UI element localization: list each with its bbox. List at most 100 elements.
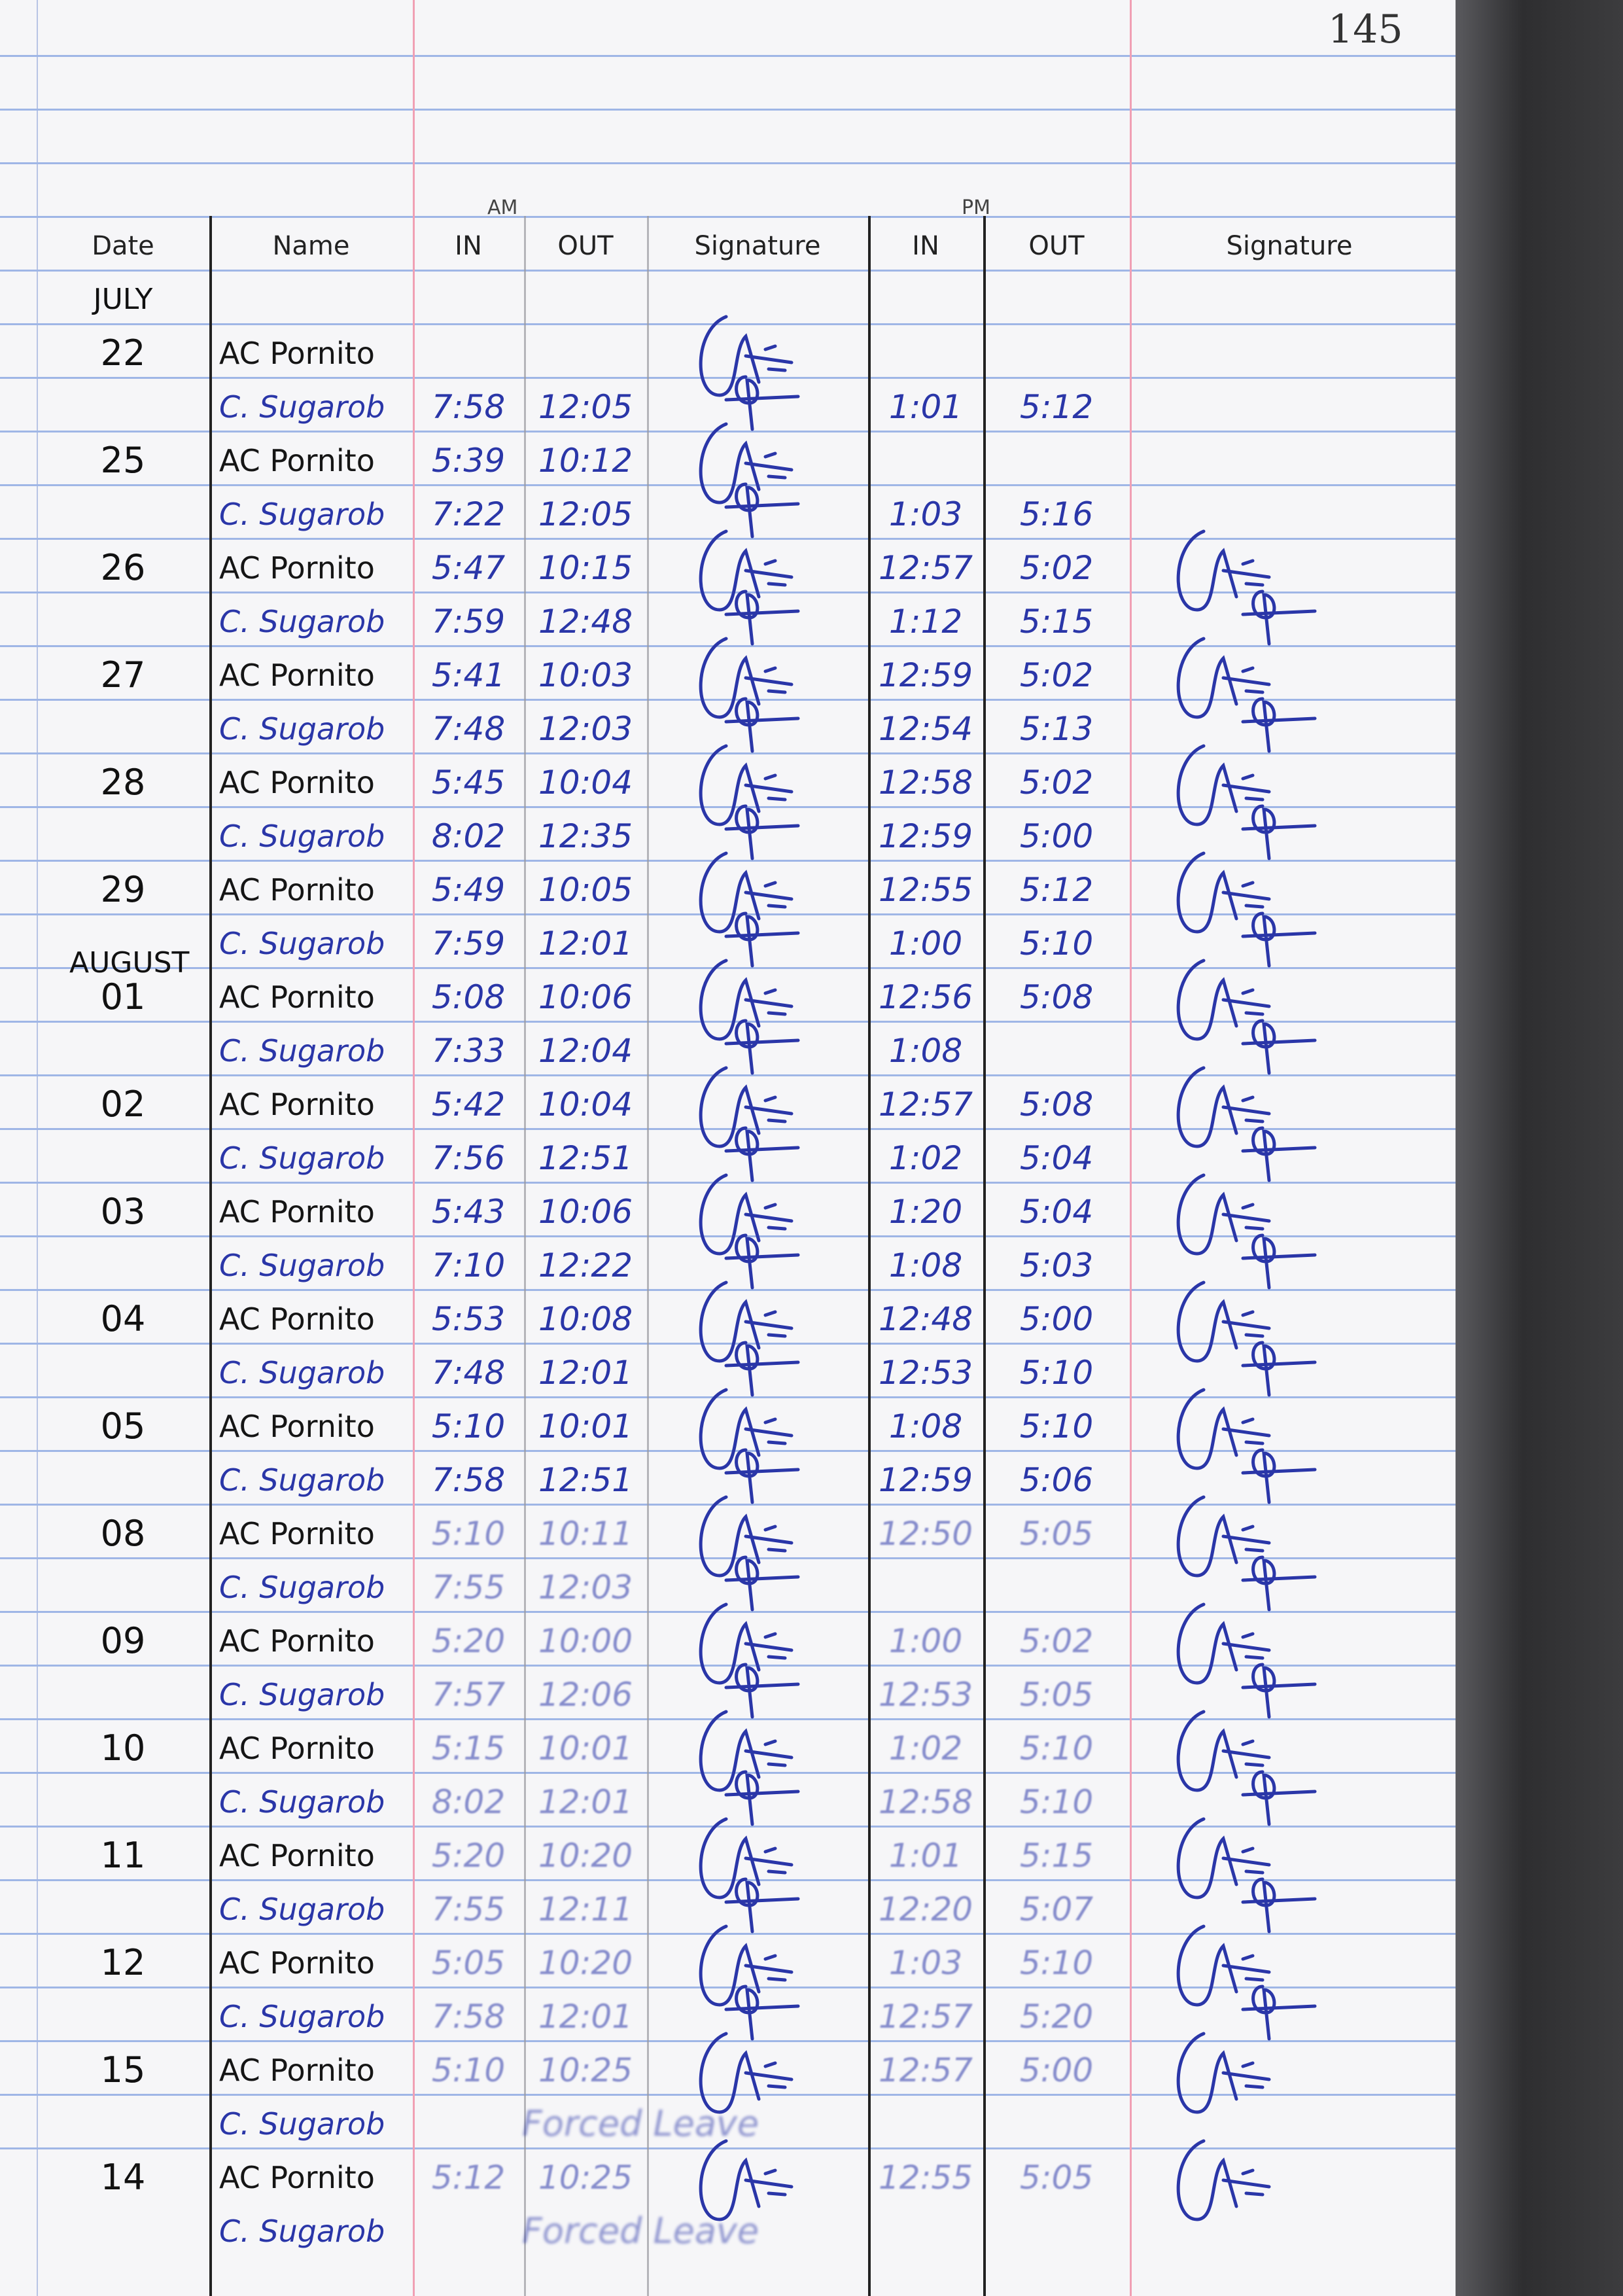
time-pm-out: 5:07 bbox=[1019, 1890, 1094, 1928]
time-am-out: 10:04 bbox=[538, 1086, 633, 1123]
time-pm-in: 1:02 bbox=[888, 1729, 963, 1767]
signature-mark bbox=[1176, 2032, 1271, 2114]
employee-name: AC Pornito bbox=[219, 1301, 375, 1337]
signature-mark bbox=[699, 1817, 794, 1899]
entry-date: 09 bbox=[100, 1620, 146, 1661]
ruled-line bbox=[0, 1074, 1456, 1076]
time-am-in: 5:43 bbox=[431, 1193, 506, 1231]
ruled-line bbox=[0, 1718, 1456, 1720]
time-pm-in: 1:01 bbox=[888, 1837, 963, 1875]
time-pm-in bbox=[868, 1557, 983, 1611]
time-am-out: 10:20 bbox=[538, 1944, 633, 1982]
employee-name: AC Pornito bbox=[219, 765, 375, 800]
pm-label: PM bbox=[962, 196, 990, 219]
time-pm-in: 12:53 bbox=[878, 1354, 973, 1392]
time-pm-out: 5:05 bbox=[1019, 2159, 1094, 2197]
ruled-line bbox=[0, 1665, 1456, 1667]
ruled-line bbox=[0, 699, 1456, 701]
time-am-out: 10:06 bbox=[538, 1193, 633, 1231]
time-pm-out: 5:00 bbox=[1019, 2051, 1094, 2089]
signature-mark bbox=[699, 1066, 794, 1148]
signature-mark bbox=[1241, 1985, 1317, 2041]
time-am-in: 7:58 bbox=[431, 388, 506, 426]
time-am-in: 5:20 bbox=[431, 1622, 506, 1660]
time-am-in: 7:59 bbox=[431, 925, 506, 963]
time-pm-out: 5:10 bbox=[1019, 1729, 1094, 1767]
ruled-line bbox=[0, 2040, 1456, 2042]
time-pm-out: 5:10 bbox=[1019, 1783, 1094, 1821]
time-am-in: 5:10 bbox=[431, 2051, 506, 2089]
column-header-pm-out: OUT bbox=[1028, 231, 1085, 261]
signature-mark bbox=[1241, 1663, 1317, 1719]
time-am-out: 12:04 bbox=[538, 1032, 633, 1070]
time-am-out: 12:51 bbox=[538, 1139, 633, 1177]
ruled-line bbox=[0, 1772, 1456, 1774]
entry-date: 26 bbox=[100, 547, 146, 588]
time-am-in: 5:39 bbox=[431, 442, 506, 480]
entry-date: 14 bbox=[100, 2157, 146, 2198]
signature-mark bbox=[724, 1019, 800, 1075]
time-am-in: 7:10 bbox=[431, 1246, 506, 1284]
employee-name: AC Pornito bbox=[219, 1945, 375, 1981]
signature-mark bbox=[699, 529, 794, 612]
signature-mark bbox=[1176, 959, 1271, 1041]
signature-mark bbox=[724, 1877, 800, 1934]
time-am-in: 5:10 bbox=[431, 1515, 506, 1553]
ruled-line bbox=[0, 1611, 1456, 1613]
signature-mark bbox=[1241, 590, 1317, 646]
signature-mark bbox=[1241, 804, 1317, 860]
employee-name: C. Sugarob bbox=[219, 1784, 385, 1820]
time-am-in bbox=[413, 323, 524, 377]
time-am-out bbox=[524, 323, 647, 377]
time-am-in: 5:47 bbox=[431, 549, 506, 587]
signature-mark bbox=[724, 590, 800, 646]
ruled-line bbox=[0, 1933, 1456, 1935]
time-pm-in: 12:55 bbox=[878, 2159, 973, 2197]
time-pm-in: 12:57 bbox=[878, 1998, 973, 2036]
entry-date: 27 bbox=[100, 654, 146, 696]
time-am-in: 7:33 bbox=[431, 1032, 506, 1070]
time-pm-in: 12:55 bbox=[878, 871, 973, 909]
employee-name: AC Pornito bbox=[219, 872, 375, 908]
column-header-am-in: IN bbox=[455, 231, 482, 261]
time-am-out: 12:01 bbox=[538, 1998, 633, 2036]
time-am-in: 5:49 bbox=[431, 871, 506, 909]
signature-mark bbox=[724, 911, 800, 968]
time-am-out: 10:15 bbox=[538, 549, 633, 587]
signature-mark bbox=[1176, 1388, 1271, 1470]
time-am-in: 7:55 bbox=[431, 1568, 506, 1606]
time-pm-in: 12:58 bbox=[878, 1783, 973, 1821]
ruled-line bbox=[0, 484, 1456, 486]
signature-mark bbox=[724, 375, 800, 431]
time-pm-out: 5:02 bbox=[1019, 1622, 1094, 1660]
time-am-out: 10:03 bbox=[538, 656, 633, 694]
entry-date: 12 bbox=[100, 1942, 146, 1983]
ruled-line bbox=[0, 1343, 1456, 1345]
signature-mark bbox=[1241, 1770, 1317, 1826]
time-pm-in: 1:00 bbox=[888, 1622, 963, 1660]
signature-mark bbox=[1176, 1280, 1271, 1363]
entry-date: 02 bbox=[100, 1084, 146, 1125]
time-am-in: 7:58 bbox=[431, 1998, 506, 2036]
ruled-line bbox=[0, 377, 1456, 379]
time-pm-in: 12:57 bbox=[878, 549, 973, 587]
ruled-line bbox=[0, 806, 1456, 808]
signature-mark bbox=[699, 1602, 794, 1685]
employee-name: C. Sugarob bbox=[219, 604, 385, 639]
time-am-out: 12:05 bbox=[538, 388, 633, 426]
column-rule bbox=[983, 216, 986, 2296]
signature-mark bbox=[724, 1555, 800, 1612]
column-rule bbox=[209, 216, 212, 2296]
time-am-in: 7:55 bbox=[431, 1890, 506, 1928]
time-am-out: 10:12 bbox=[538, 442, 633, 480]
signature-mark bbox=[1176, 1817, 1271, 1899]
time-pm-in bbox=[868, 431, 983, 484]
time-pm-out: 5:03 bbox=[1019, 1246, 1094, 1284]
entry-date: 15 bbox=[100, 2049, 146, 2091]
time-am-out: 12:01 bbox=[538, 1354, 633, 1392]
time-am-in: 5:08 bbox=[431, 978, 506, 1016]
leave-note: Forced Leave bbox=[521, 2210, 759, 2252]
employee-name: C. Sugarob bbox=[219, 1999, 385, 2034]
signature-mark bbox=[1176, 637, 1271, 719]
time-am-in: 5:10 bbox=[431, 1407, 506, 1445]
